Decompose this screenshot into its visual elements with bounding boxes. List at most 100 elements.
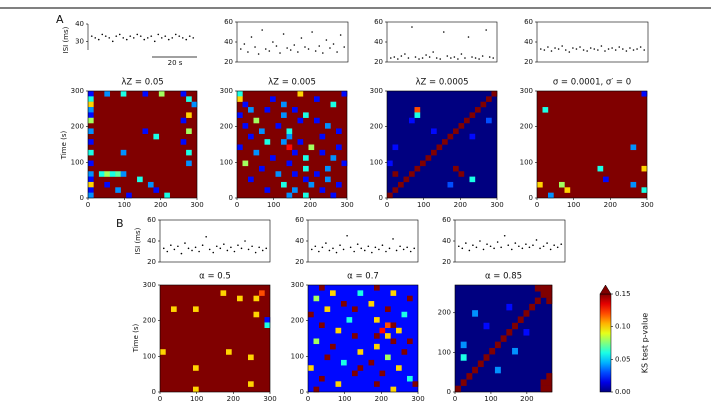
isi-point (374, 246, 377, 249)
isi-point (472, 244, 474, 246)
heatmap-cell (486, 96, 492, 102)
isi-point (489, 245, 492, 248)
heatmap-cell (292, 149, 298, 156)
heatmap-cell (414, 107, 421, 113)
isi-point (244, 240, 246, 242)
isi-point (239, 48, 242, 50)
y-tick-label: 200 (291, 317, 304, 325)
isi-point (300, 37, 303, 39)
heatmap-cell (517, 316, 524, 323)
heatmap-cell (330, 101, 337, 108)
heatmap-cell (275, 123, 282, 129)
y-tick-label: 40 (442, 237, 451, 245)
y-tick-label: 0 (300, 388, 304, 396)
heatmap-cell (286, 160, 293, 167)
heatmap-cell (237, 144, 243, 151)
isi-point (97, 38, 100, 41)
isi-point (457, 245, 460, 248)
heatmap-cell (313, 295, 320, 302)
isi-point (170, 244, 172, 246)
isi-point (201, 244, 204, 246)
heatmap-cell (324, 306, 331, 312)
heatmap-cell (264, 317, 271, 323)
y-tick-label: 0 (447, 388, 451, 396)
x-tick-label: 0 (453, 395, 457, 403)
heatmap-cell (281, 101, 287, 108)
isi-point (407, 57, 410, 59)
isi-point (586, 50, 588, 52)
isi-point (90, 35, 93, 37)
isi-point (101, 33, 104, 36)
isi-point (261, 29, 263, 31)
isi-point (432, 51, 434, 53)
plot-title: λZ = 0.005 (268, 78, 316, 88)
isi-point (180, 252, 183, 255)
isi-point (233, 250, 236, 253)
heatmap-cell (630, 181, 637, 188)
isi-point (339, 244, 341, 246)
isi-point (625, 50, 628, 52)
heatmap-cell (483, 322, 490, 330)
plot-title: α = 0.85 (485, 272, 522, 282)
heatmap-cell (523, 329, 530, 336)
heatmap-cell (392, 187, 399, 193)
heatmap-cell (412, 381, 419, 387)
isi-point (171, 37, 174, 39)
heatmap-cell (270, 155, 276, 161)
heatmap-cell (641, 165, 648, 172)
y-tick-label: 60 (524, 18, 533, 26)
heatmap-cell (319, 187, 326, 193)
y-tick-label: 40 (295, 237, 304, 245)
heatmap-cell (374, 343, 380, 350)
heatmap-cell (512, 322, 518, 330)
heatmap-cell (248, 176, 254, 183)
heatmap-cell (387, 160, 393, 167)
heatmap-cell (641, 91, 648, 97)
isi-point (166, 250, 169, 253)
isi-point (208, 248, 211, 251)
heatmap-cell (308, 311, 314, 318)
y-tick-label: 100 (520, 158, 533, 166)
isi-point (643, 49, 646, 51)
heatmap-cell (385, 306, 391, 312)
isi-point (453, 56, 456, 58)
x-tick-label: 100 (417, 201, 430, 209)
y-axis-label: Time (s) (132, 324, 140, 354)
x-tick-label: 0 (158, 395, 162, 403)
isi-point (535, 239, 538, 241)
heatmap-cell (396, 365, 402, 371)
isi-point (618, 46, 621, 48)
isi-point (311, 31, 313, 33)
isi-point (471, 56, 473, 58)
heatmap-cell (368, 301, 375, 307)
heatmap-cell (264, 322, 271, 328)
isi-point (460, 53, 463, 55)
heatmap-cell (460, 379, 467, 386)
isi-point (475, 246, 478, 249)
plot-title: λZ = 0.05 (121, 78, 163, 88)
heatmap-cell (374, 317, 380, 323)
isi-point (174, 33, 177, 36)
y-tick-label: 300 (220, 87, 233, 95)
heatmap-cell (330, 155, 337, 161)
heatmap-cell (171, 306, 177, 312)
isi-point (136, 33, 139, 36)
heatmap-cell (98, 171, 105, 177)
heatmap-cell (425, 155, 432, 161)
isi-point (421, 57, 424, 59)
heatmap-cell (286, 144, 293, 151)
isi-point (632, 49, 635, 51)
y-tick-label: 60 (147, 216, 156, 224)
heatmap-cell (319, 322, 325, 328)
heatmap-cell (193, 306, 199, 312)
heatmap-cell (546, 297, 553, 305)
heatmap-cell (341, 160, 348, 167)
x-tick-label: 0 (306, 395, 310, 403)
y-tick-label: 20 (442, 258, 451, 266)
heatmap-cell (308, 365, 314, 371)
isi-point (478, 58, 480, 60)
isi-point (223, 243, 225, 245)
heatmap-cell (357, 365, 364, 371)
y-tick-label: 300 (143, 281, 156, 289)
heatmap-cell (409, 117, 415, 124)
